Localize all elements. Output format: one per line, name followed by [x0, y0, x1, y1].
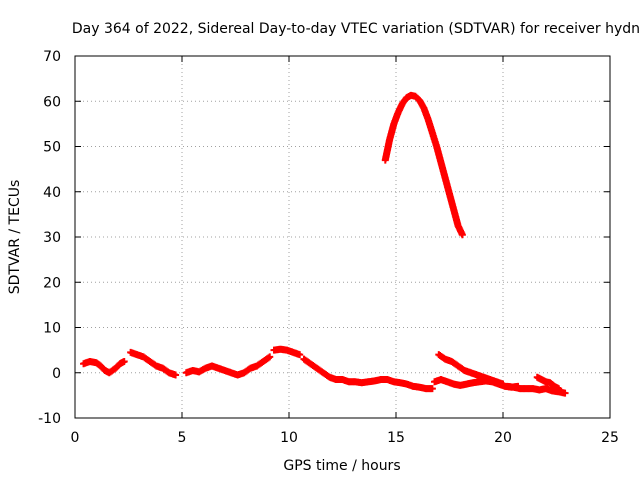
data-point — [266, 353, 274, 361]
data-point — [428, 385, 436, 393]
x-axis-label: GPS time / hours — [283, 458, 400, 474]
y-tick-label: 0 — [52, 366, 61, 382]
y-tick-label: 60 — [43, 94, 61, 110]
y-tick-label: 40 — [43, 185, 61, 201]
x-tick-label: 0 — [71, 430, 80, 446]
y-tick-label: -10 — [38, 411, 61, 427]
y-axis-ticks: -10 0 10 20 30 40 50 60 70 — [38, 49, 610, 427]
x-axis-ticks: 0 5 10 15 20 25 — [71, 56, 619, 446]
y-tick-label: 10 — [43, 321, 61, 337]
data-point — [296, 351, 304, 359]
y-tick-label: 20 — [43, 275, 61, 291]
data-point — [458, 231, 466, 239]
data-point — [172, 371, 180, 379]
y-axis-label: SDTVAR / TECUs — [7, 180, 23, 295]
chart-title: Day 364 of 2022, Sidereal Day-to-day VTE… — [72, 21, 640, 37]
data-points — [80, 91, 569, 397]
x-tick-label: 15 — [387, 430, 405, 446]
data-point — [120, 357, 128, 365]
x-tick-label: 25 — [601, 430, 619, 446]
x-tick-label: 5 — [178, 430, 187, 446]
y-tick-label: 70 — [43, 49, 61, 65]
x-tick-label: 10 — [280, 430, 298, 446]
data-point — [555, 385, 563, 393]
data-point — [499, 380, 507, 388]
data-point — [561, 389, 569, 397]
x-tick-label: 20 — [494, 430, 512, 446]
y-tick-label: 30 — [43, 230, 61, 246]
y-tick-label: 50 — [43, 140, 61, 156]
